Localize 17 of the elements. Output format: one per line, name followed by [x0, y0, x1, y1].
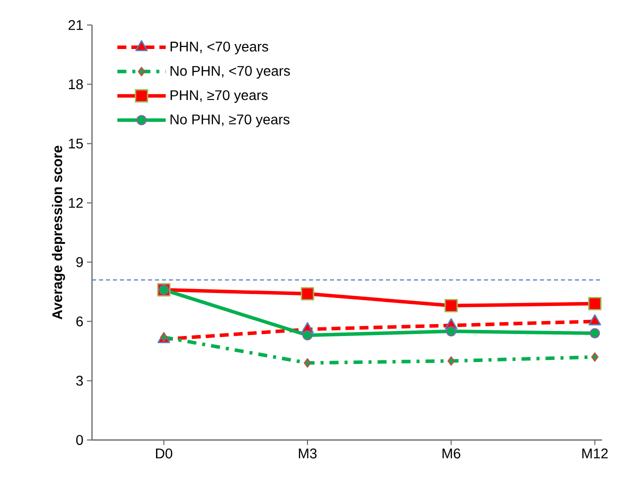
- legend-label: No PHN, ≥70 years: [170, 114, 290, 128]
- y-tick-label: 21: [68, 20, 83, 30]
- legend-label: PHN, <70 years: [170, 42, 268, 54]
- y-tick-label: 18: [68, 79, 83, 90]
- legend-label: No PHN, <70 years: [170, 66, 290, 79]
- y-tick-label: 12: [68, 198, 83, 208]
- y-tick-label: 9: [76, 257, 83, 268]
- y-tick-label: 15: [68, 138, 83, 148]
- y-axis-title: Average depression score: [52, 146, 66, 320]
- x-tick-label: M3: [298, 448, 317, 458]
- legend-label: PHN, ≥70 years: [170, 90, 268, 103]
- x-tick-label: D0: [156, 448, 172, 458]
- x-tick-label: M6: [442, 448, 460, 458]
- y-tick-label: 0: [76, 435, 83, 445]
- x-tick-label: M12: [582, 448, 608, 458]
- y-tick-label: 3: [76, 376, 83, 386]
- y-tick-label: 6: [76, 316, 83, 326]
